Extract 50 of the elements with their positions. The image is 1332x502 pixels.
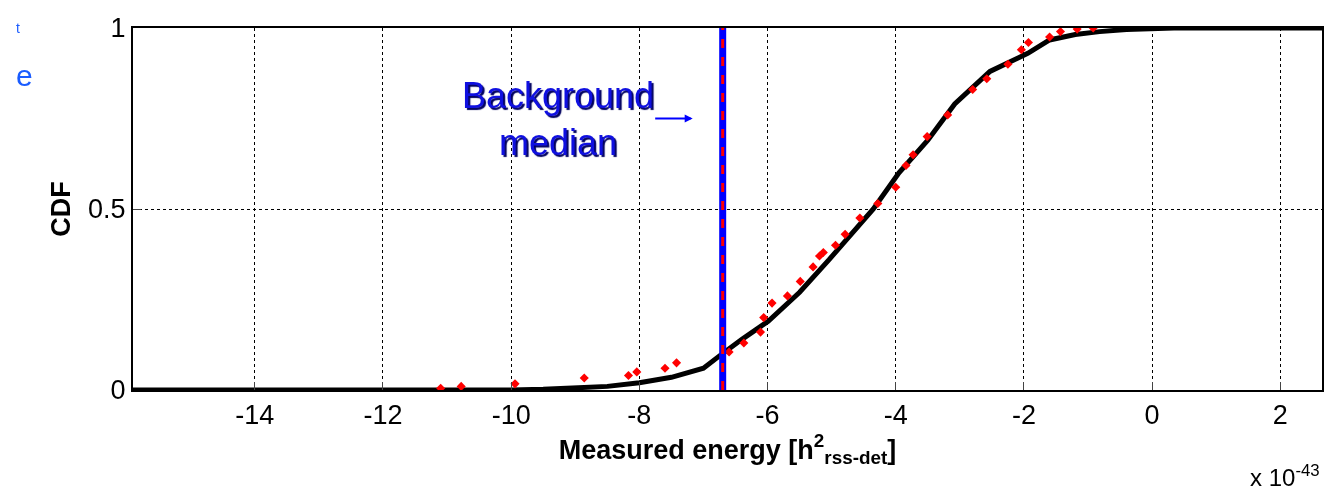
point: [671, 358, 682, 368]
point: [456, 381, 466, 390]
point: [660, 363, 670, 373]
x-tick-label: -8: [627, 400, 652, 431]
x-tick-label: -4: [883, 400, 908, 431]
point: [891, 182, 901, 192]
point: [1045, 32, 1055, 42]
point: [1016, 45, 1026, 55]
point: [436, 383, 446, 390]
x-tick-label: -10: [491, 400, 531, 431]
point: [579, 373, 589, 383]
point: [830, 240, 841, 250]
y-tick-label: 0.5: [88, 194, 126, 225]
point: [782, 291, 792, 301]
point: [632, 367, 642, 377]
x-tick-label: 0: [1144, 400, 1160, 431]
text: x 10$^{-43}$: [1250, 461, 1320, 492]
point: [1023, 37, 1033, 48]
point: [767, 298, 777, 308]
x-tick-label: -2: [1011, 400, 1036, 431]
point: [901, 161, 911, 171]
x-axis-title: Measured energy [h$^{2}$$_{rss-det}$]: [558, 430, 897, 469]
y-axis-title: CDF: [45, 181, 76, 237]
x-tick-label: -12: [363, 400, 403, 431]
point: [808, 262, 818, 272]
point: [510, 379, 520, 389]
y-tick-label: 0: [110, 375, 126, 406]
point: [755, 327, 766, 337]
text: e: [16, 59, 33, 92]
annotation: Background median: [462, 75, 655, 163]
x-tick-label: -14: [235, 400, 275, 431]
point: [759, 313, 769, 323]
point: [943, 110, 953, 120]
point: [818, 247, 828, 257]
point: [855, 213, 865, 223]
text: t: [16, 20, 20, 36]
x-tick-label: -6: [755, 400, 780, 431]
point: [739, 338, 749, 348]
point: [840, 229, 850, 239]
point: [873, 199, 883, 209]
point: [982, 74, 992, 84]
y-tick-label: 1: [110, 13, 126, 44]
point: [968, 84, 978, 95]
point: [795, 276, 805, 286]
point: [623, 370, 634, 381]
point: [1003, 59, 1013, 69]
x-tick-label: 2: [1272, 400, 1288, 431]
point: [1055, 28, 1066, 37]
point: [908, 150, 918, 160]
point: [922, 132, 932, 142]
